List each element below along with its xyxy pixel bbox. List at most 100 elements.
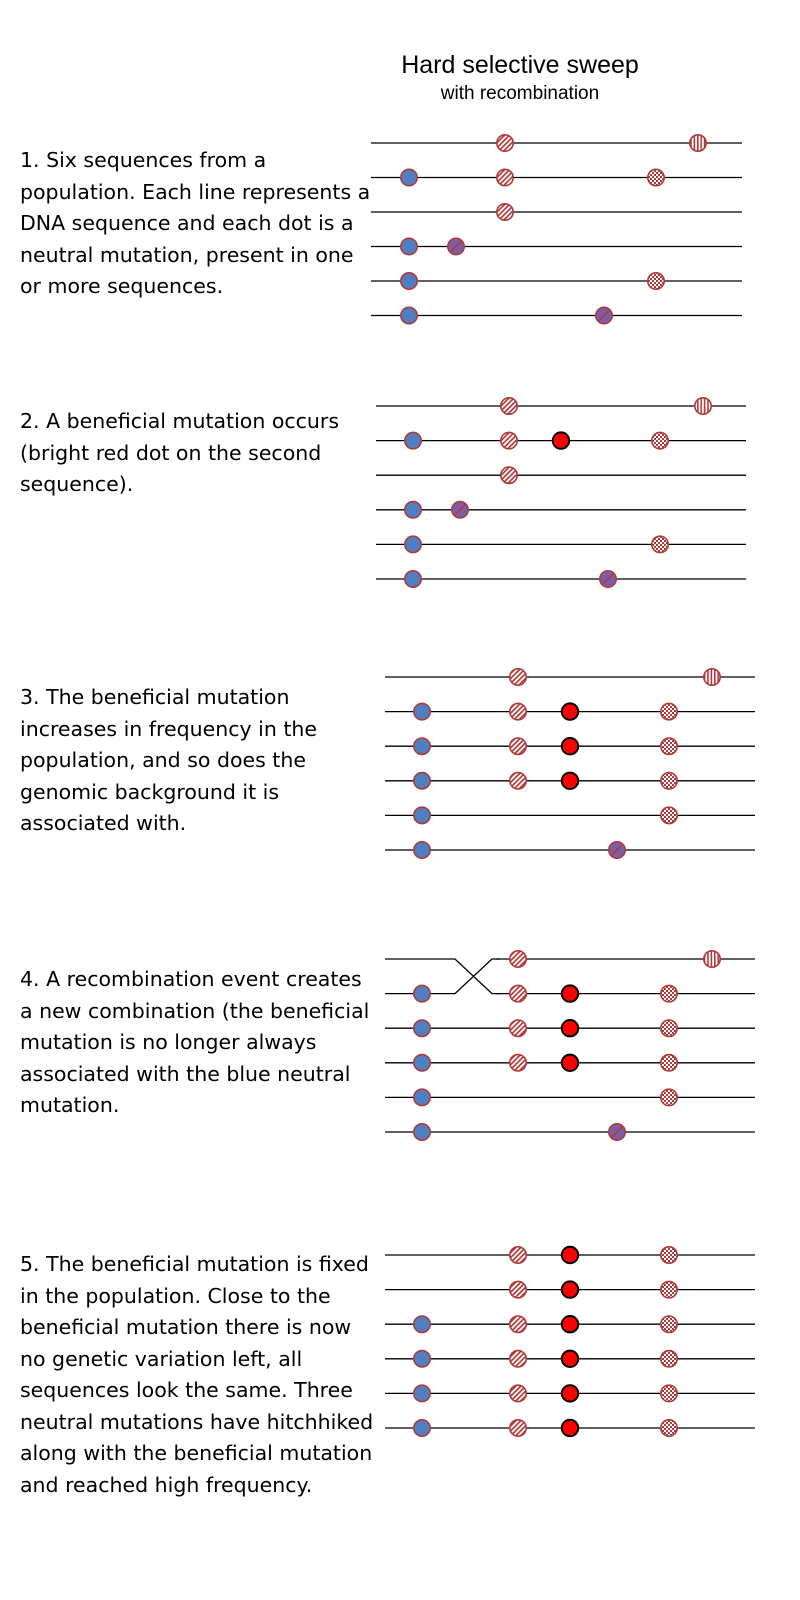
diagonal-hatched-mutation-dot <box>508 1280 527 1299</box>
blue-neutral-mutation-dot <box>412 1315 431 1334</box>
purple-neutral-mutation-dot <box>598 569 617 588</box>
checkered-mutation-dot <box>646 168 665 187</box>
sequence-row <box>376 431 746 450</box>
sequence-row <box>385 958 755 1003</box>
step-4-panel <box>385 949 755 1142</box>
beneficial-mutation-dot <box>560 1018 580 1038</box>
blue-neutral-mutation-dot <box>399 168 418 187</box>
step-3-description: 3. The beneficial mutation increases in … <box>20 685 317 835</box>
diagonal-hatched-mutation-dot <box>508 1315 527 1334</box>
purple-neutral-mutation-dot <box>607 840 626 859</box>
diagonal-hatched-mutation-dot <box>508 1419 527 1438</box>
step-5-description: 5. The beneficial mutation is fixed in t… <box>20 1252 374 1497</box>
checkered-mutation-dot <box>650 431 669 450</box>
blue-neutral-mutation-dot <box>412 840 431 859</box>
blue-neutral-mutation-dot <box>412 771 431 790</box>
sequence-row <box>385 1418 755 1438</box>
sequence-row <box>371 134 742 153</box>
beneficial-mutation-dot <box>560 1418 580 1438</box>
blue-neutral-mutation-dot <box>412 806 431 825</box>
crossover-line <box>385 958 500 995</box>
sequence-row <box>385 1123 755 1142</box>
sequence-row <box>385 1018 755 1038</box>
blue-neutral-mutation-dot <box>399 237 418 256</box>
blue-neutral-mutation-dot <box>412 984 431 1003</box>
beneficial-mutation-dot <box>551 431 571 450</box>
checkered-mutation-dot <box>659 1280 678 1299</box>
checkered-mutation-dot <box>646 271 665 290</box>
checkered-mutation-dot <box>659 1088 678 1107</box>
sequence-row <box>385 771 755 790</box>
diagonal-hatched-mutation-dot <box>495 168 514 187</box>
diagonal-hatched-mutation-dot <box>508 1246 527 1265</box>
blue-neutral-mutation-dot <box>412 1053 431 1072</box>
sequence-row <box>376 500 746 519</box>
step-4-description: 4. A recombination event creates a new c… <box>20 967 370 1117</box>
sequence-row <box>385 1384 755 1403</box>
beneficial-mutation-dot <box>560 984 580 1003</box>
striped-mutation-dot <box>693 396 712 415</box>
sequence-row <box>385 1315 755 1334</box>
beneficial-mutation-dot <box>560 737 580 756</box>
sequence-row <box>385 806 755 825</box>
diagonal-hatched-mutation-dot <box>508 1384 527 1403</box>
purple-neutral-mutation-dot <box>607 1123 626 1142</box>
sequence-row <box>385 667 755 686</box>
beneficial-mutation-dot <box>560 771 580 790</box>
diagonal-hatched-mutation-dot <box>508 1053 527 1072</box>
sequence-row <box>385 1349 755 1369</box>
checkered-mutation-dot <box>659 1315 678 1334</box>
blue-neutral-mutation-dot <box>399 271 418 290</box>
step-3-panel <box>385 667 755 859</box>
diagonal-hatched-mutation-dot <box>508 1019 527 1038</box>
sequence-row <box>385 702 755 721</box>
purple-neutral-mutation-dot <box>446 237 465 256</box>
sequence-row <box>371 271 742 290</box>
sequence-row <box>371 203 742 222</box>
diagonal-hatched-mutation-dot <box>508 737 527 756</box>
blue-neutral-mutation-dot <box>412 1088 431 1107</box>
checkered-mutation-dot <box>659 1384 678 1403</box>
sequence-row <box>385 737 755 756</box>
diagonal-hatched-mutation-dot <box>508 667 527 686</box>
beneficial-mutation-dot <box>560 1280 580 1299</box>
sequence-row <box>385 1088 755 1107</box>
sequence-row <box>385 1280 755 1299</box>
striped-mutation-dot <box>688 134 707 153</box>
purple-neutral-mutation-dot <box>450 500 469 519</box>
step-1-panel <box>371 134 742 325</box>
blue-neutral-mutation-dot <box>412 702 431 721</box>
beneficial-mutation-dot <box>560 1349 580 1369</box>
striped-mutation-dot <box>702 667 721 686</box>
blue-neutral-mutation-dot <box>403 431 422 450</box>
beneficial-mutation-dot <box>560 1053 580 1073</box>
checkered-mutation-dot <box>659 1349 678 1368</box>
sequence-row <box>371 168 742 187</box>
purple-neutral-mutation-dot <box>594 306 613 325</box>
checkered-mutation-dot <box>659 1419 678 1438</box>
diagonal-hatched-mutation-dot <box>495 134 514 153</box>
sequence-row <box>385 1053 755 1073</box>
diagonal-hatched-mutation-dot <box>508 702 527 721</box>
diagonal-hatched-mutation-dot <box>508 1349 527 1368</box>
diagram-title: Hard selective sweep <box>401 51 639 79</box>
checkered-mutation-dot <box>650 535 669 554</box>
diagonal-hatched-mutation-dot <box>508 984 527 1003</box>
blue-neutral-mutation-dot <box>403 569 422 588</box>
sequence-row <box>371 306 742 325</box>
blue-neutral-mutation-dot <box>412 1349 431 1368</box>
checkered-mutation-dot <box>659 1246 678 1265</box>
step-1-description: 1. Six sequences from a population. Each… <box>20 148 371 298</box>
diagram-subtitle: with recombination <box>440 83 600 104</box>
beneficial-mutation-dot <box>560 1315 580 1334</box>
blue-neutral-mutation-dot <box>412 1123 431 1142</box>
blue-neutral-mutation-dot <box>399 306 418 325</box>
blue-neutral-mutation-dot <box>403 500 422 519</box>
checkered-mutation-dot <box>659 702 678 721</box>
diagonal-hatched-mutation-dot <box>508 771 527 790</box>
diagonal-hatched-mutation-dot <box>495 203 514 222</box>
diagonal-hatched-mutation-dot <box>499 431 518 450</box>
step-2-panel <box>376 396 746 588</box>
sequence-row <box>371 237 742 256</box>
